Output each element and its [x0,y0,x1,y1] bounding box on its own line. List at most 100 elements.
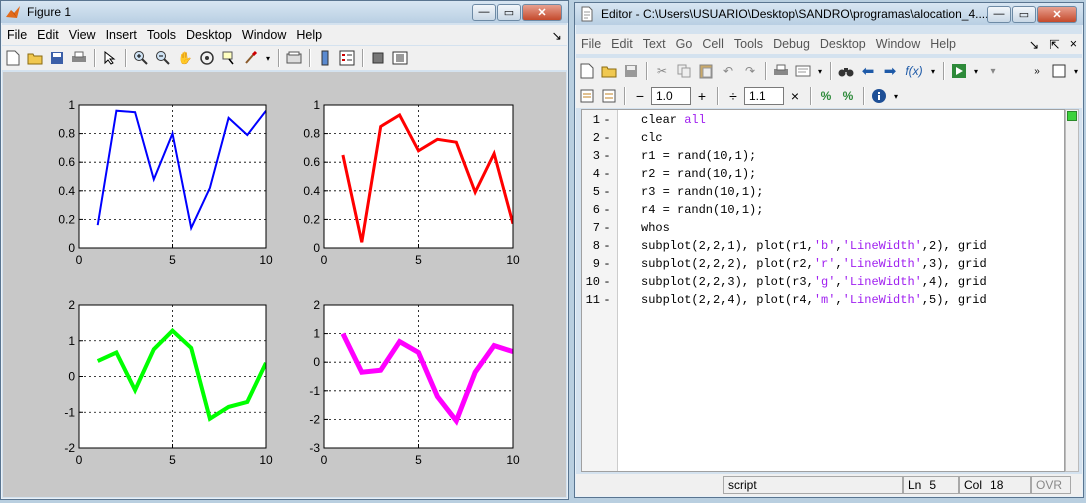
code-line[interactable]: 10- subplot(2,2,3), plot(r3,'g','LineWidt… [582,275,987,293]
brush-icon[interactable] [242,49,260,67]
open-file-icon[interactable] [26,49,44,67]
publish-icon[interactable] [794,62,812,80]
zoom-in-icon[interactable] [132,49,150,67]
multiply-value-input[interactable]: 1.1 [744,87,784,105]
stack-layout-icon[interactable] [1050,62,1068,80]
link-plot-icon[interactable] [285,49,303,67]
zoom-out-icon[interactable] [154,49,172,67]
editor-undock-icon[interactable]: ⇱ [1049,37,1060,52]
editor-menu-desktop[interactable]: Desktop [819,37,866,51]
run-icon[interactable] [950,62,968,80]
editor-menu-edit[interactable]: Edit [611,37,633,51]
toolbar-overflow-icon[interactable]: » [1034,65,1040,77]
hide-plot-tools-icon[interactable] [369,49,387,67]
editor-print-icon[interactable] [772,62,790,80]
editor-menu-window[interactable]: Window [875,37,921,51]
breakpoint-marker[interactable]: - [603,275,611,289]
editor-menu-debug[interactable]: Debug [773,37,810,51]
step-icon[interactable]: ▾ [990,65,996,77]
editor-maximize-button[interactable]: ▭ [1012,5,1036,23]
code-line[interactable]: 5- r3 = randn(10,1); [582,185,764,203]
data-cursor-icon[interactable] [220,49,238,67]
breakpoint-marker[interactable]: - [603,257,611,271]
editor-titlebar[interactable]: Editor - C:\Users\USUARIO\Desktop\SANDRO… [575,3,1083,25]
show-plot-tools-icon[interactable] [391,49,409,67]
code-line[interactable]: 6- r4 = randn(10,1); [582,203,764,221]
editor-close-doc-icon[interactable]: × [1069,37,1077,51]
code-line[interactable]: 4- r2 = rand(10,1); [582,167,756,185]
editor-menu-go[interactable]: Go [675,37,693,51]
layout-dropdown-icon[interactable]: ▾ [1073,66,1078,76]
menu-insert[interactable]: Insert [105,28,137,42]
breakpoint-marker[interactable]: - [603,113,611,127]
menu-tools[interactable]: Tools [146,28,177,42]
cell-percent-dropdown-icon[interactable]: % [842,89,854,103]
editor-menu-file[interactable]: File [581,37,602,51]
rotate-3d-icon[interactable] [198,49,216,67]
divide-button[interactable]: ÷ [729,88,737,104]
close-button[interactable]: ✕ [522,3,562,21]
breakpoint-marker[interactable]: - [603,221,611,235]
new-figure-icon[interactable] [4,49,22,67]
insert-colorbar-icon[interactable] [316,49,334,67]
maximize-button[interactable]: ▭ [497,3,521,21]
copy-icon[interactable] [675,62,693,80]
go-forward-icon[interactable]: ➡ [883,63,897,80]
editor-menu-text[interactable]: Text [642,37,666,51]
undo-icon[interactable]: ↶ [722,64,734,78]
editor-new-icon[interactable] [578,62,596,80]
breakpoint-marker[interactable]: - [603,203,611,217]
breakpoint-marker[interactable]: - [603,167,611,181]
menu-window[interactable]: Window [241,28,287,42]
code-line[interactable]: 2- clc [582,131,663,149]
decrement-button[interactable]: − [635,88,645,104]
editor-minimize-button[interactable]: — [987,5,1011,23]
menu-view[interactable]: View [68,28,96,42]
cut-icon[interactable]: ✂ [656,64,668,78]
minimize-button[interactable]: — [472,3,496,21]
breakpoint-marker[interactable]: - [603,185,611,199]
code-line[interactable]: 3- r1 = rand(10,1); [582,149,756,167]
eval-cell-icon[interactable] [578,87,596,105]
dock-arrow-icon[interactable]: ↘ [551,28,562,43]
redo-icon[interactable]: ↷ [744,64,756,78]
cell-percent-icon[interactable]: % [820,89,832,103]
brush-dropdown-icon[interactable]: ▾ [265,53,270,63]
editor-dock-arrow-icon[interactable]: ↘ [1028,37,1040,52]
function-icon[interactable]: f(x) [905,64,923,78]
multiply-button[interactable]: × [790,88,800,104]
info-icon[interactable] [870,87,888,105]
editor-scrollbar[interactable] [1065,109,1079,472]
menu-desktop[interactable]: Desktop [186,28,232,42]
code-editor[interactable]: 1- clear all 2- clc 3- r1 = rand(10,1); 4- r2 =… [581,109,1065,472]
function-dropdown-icon[interactable]: ▾ [930,66,935,76]
print-icon[interactable] [70,49,88,67]
code-line[interactable]: 1- clear all [582,113,706,131]
code-line[interactable]: 8- subplot(2,2,1), plot(r1,'b','LineWidth… [582,239,987,257]
save-icon[interactable] [48,49,66,67]
figure-titlebar[interactable]: Figure 1 — ▭ ✕ [1,1,568,23]
editor-menu-tools[interactable]: Tools [733,37,764,51]
increment-button[interactable]: + [697,88,707,104]
decrement-value-input[interactable]: 1.0 [651,87,691,105]
breakpoint-marker[interactable]: - [603,239,611,253]
info-dropdown-icon[interactable]: ▾ [893,91,898,101]
eval-cell-advance-icon[interactable] [600,87,618,105]
pan-hand-icon[interactable]: ✋ [177,51,193,65]
run-dropdown-icon[interactable]: ▾ [973,66,978,76]
edit-plot-arrow-icon[interactable] [101,49,119,67]
insert-legend-icon[interactable] [338,49,356,67]
publish-dropdown-icon[interactable]: ▾ [817,66,822,76]
go-back-icon[interactable]: ⬅ [861,63,875,80]
breakpoint-marker[interactable]: - [603,149,611,163]
paste-icon[interactable] [697,62,715,80]
breakpoint-marker[interactable]: - [603,131,611,145]
menu-file[interactable]: File [7,28,28,42]
editor-menu-cell[interactable]: Cell [702,37,724,51]
code-line[interactable]: 11- subplot(2,2,4), plot(r4,'m','LineWidt… [582,293,987,311]
editor-menu-help[interactable]: Help [930,37,956,51]
menu-edit[interactable]: Edit [37,28,59,42]
breakpoint-marker[interactable]: - [603,293,611,307]
code-line[interactable]: 7- whos [582,221,670,239]
editor-open-icon[interactable] [600,62,618,80]
